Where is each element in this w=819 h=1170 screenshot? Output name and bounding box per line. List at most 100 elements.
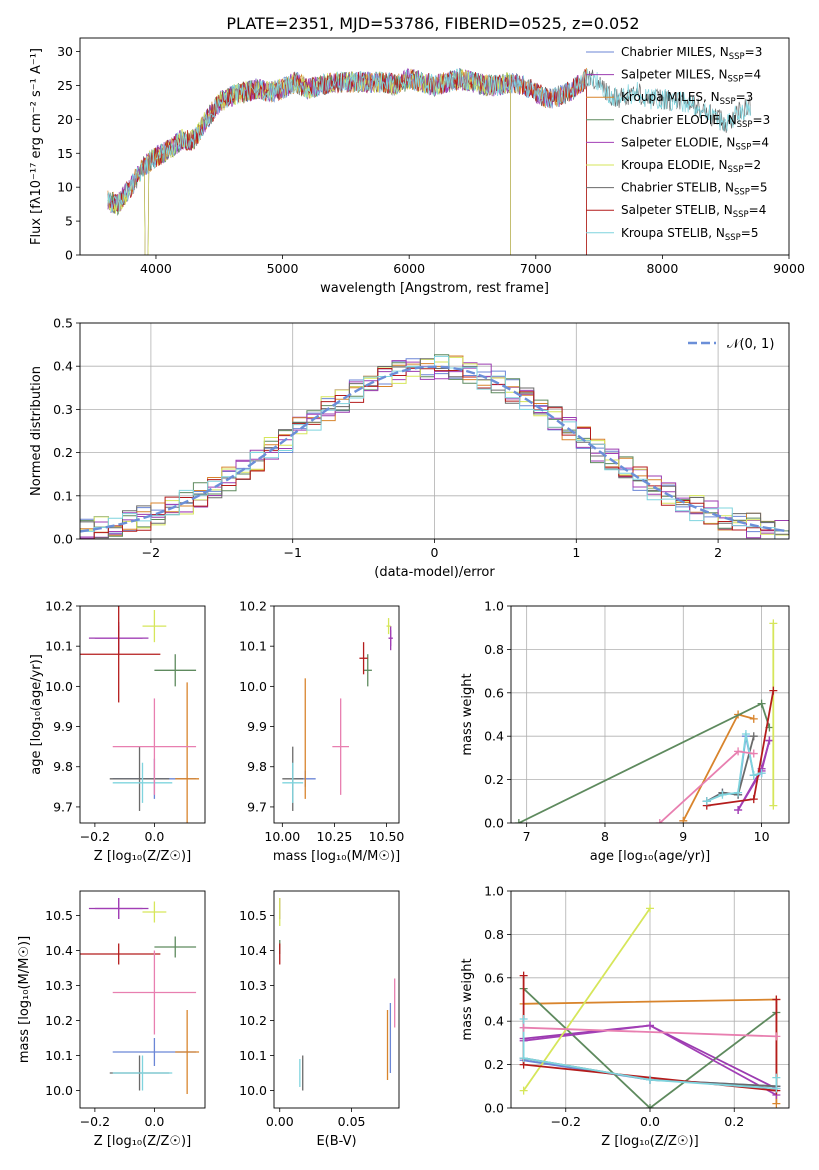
histograms [80,354,789,539]
y-tick-label: 10 [57,180,73,195]
y-tick-label: 10.3 [239,978,267,993]
y-tick-label: 9.7 [53,799,73,814]
x-tick-label: 10 [754,829,770,844]
y-tick-label: 0.6 [484,970,504,985]
legend-label: Salpeter STELIB, NSSP=4 [621,203,766,220]
y-tick-label: 9.8 [53,759,73,774]
x-tick-label: −1 [283,545,301,560]
point-marker [772,995,781,1004]
spectrum-legend: Chabrier MILES, NSSP=3 Salpeter MILES, NS… [586,45,770,243]
y-tick-label: 10.2 [45,1013,73,1028]
y-tick-label: 0.2 [53,445,73,460]
x-tick-label: 4000 [140,261,172,276]
point-marker [757,769,766,778]
y-tick-label: 1.0 [484,599,504,614]
y-tick-label: 0.5 [53,316,73,331]
x-tick-label: 5000 [267,261,299,276]
point-marker [646,1104,654,1108]
y-axis-label: mass weight [460,673,475,755]
weight-lines [514,619,778,823]
x-axis-label: mass [log₁₀(M/M☉)] [273,849,400,864]
axes-frame [79,605,206,824]
y-axis-label: Normed distribution [29,366,44,496]
y-tick-label: 0.2 [484,772,504,787]
point-marker [514,819,523,823]
y-tick-label: 0.8 [484,642,504,657]
x-tick-label: 10.50 [369,829,405,844]
y-tick-label: 0.2 [484,1057,504,1072]
y-tick-label: 0.0 [484,816,504,831]
axes-frame [510,605,790,824]
x-tick-label: −0.2 [80,829,110,844]
axes-frame [273,605,400,824]
point-marker [769,686,778,695]
y-tick-label: 10.2 [239,1013,267,1028]
y-tick-label: 30 [57,44,73,59]
legend-sup: =4 [749,203,767,217]
y-tick-label: 0.4 [484,1014,504,1029]
legend-label: Chabrier STELIB, NSSP=5 [621,181,768,198]
y-tick-label: 10.3 [45,978,73,993]
y-tick-label: 0.0 [53,532,73,547]
legend-sup: =3 [745,45,763,59]
legend-label: Kroupa ELODIE, NSSP=2 [621,158,761,175]
legend-sub: SSP [725,233,741,243]
x-axis-label: E(B-V) [316,1134,356,1149]
legend-sup: =4 [751,135,769,149]
x-tick-label: 7000 [520,261,552,276]
axes-frame [79,37,790,256]
y-axis-label: age [log₁₀(age/yr)] [29,654,44,775]
axes-frame [79,322,790,540]
axes-frame [510,890,790,1109]
legend-label: Chabrier ELODIE, NSSP=3 [621,113,770,130]
weight-line [522,907,651,1092]
x-tick-label: 10.25 [317,829,353,844]
y-tick-label: 0.1 [53,488,73,503]
mw-vs-age-panel: 7 8 9 10 0.0 0.2 0.4 0.6 0.8 1.0 age [log₁₀(age/yr… [460,599,790,864]
y-tick-label: 9.8 [247,759,267,774]
point-marker [655,819,664,823]
y-tick-label: 10.4 [239,943,267,958]
point-marker [772,1032,781,1041]
y-tick-label: 10.0 [239,1083,267,1098]
figure-title: PLATE=2351, MJD=53786, FIBERID=0525, z=0… [226,14,639,33]
point-marker [772,1084,781,1093]
x-axis-label: age [log₁₀(age/yr)] [590,849,711,864]
x-tick-label: 10.00 [264,829,300,844]
x-tick-label: 0.0 [640,1114,660,1129]
y-tick-label: 9.9 [53,719,73,734]
point-marker [718,790,727,799]
point-marker [646,904,654,913]
x-tick-label: −0.2 [80,1114,110,1129]
axes-frame [273,890,400,1109]
point-marker [757,699,766,708]
point-marker [749,714,758,723]
x-tick-label: −2 [142,545,160,560]
spectrum-line [107,68,587,255]
legend-label: Kroupa STELIB, NSSP=5 [621,226,759,243]
x-tick-label: 8 [601,829,609,844]
point-marker [749,732,758,741]
legend-sub: SSP [733,210,749,220]
y-tick-label: 0.8 [484,927,504,942]
weight-line [706,735,755,803]
y-axis-label: mass weight [460,958,475,1040]
x-tick-label: 0.00 [266,1114,294,1129]
legend-label: Chabrier MILES, NSSP=3 [621,45,762,62]
point-marker [679,816,688,823]
legend-sup: =4 [743,68,761,82]
y-tick-label: 10.1 [45,639,73,654]
x-tick-label: 2 [714,545,722,560]
x-tick-label: 0.05 [338,1114,366,1129]
age-vs-Z-panel: −0.2 0.0 9.7 9.8 9.9 10.0 10.1 10.2 Z [log₁₀(Z/Z… [29,599,206,864]
point-marker [646,1021,654,1030]
point-marker [749,771,758,780]
errorbars [80,898,200,1094]
point-marker [772,1099,781,1108]
point-marker [741,730,750,739]
x-tick-label: 1 [572,545,580,560]
y-tick-label: 1.0 [484,884,504,899]
x-tick-label: 0.0 [144,829,164,844]
mass-vs-ebv-panel: 0.00 0.05 10.0 10.1 10.2 10.3 10.4 10.5 E(B-V) [239,890,400,1149]
